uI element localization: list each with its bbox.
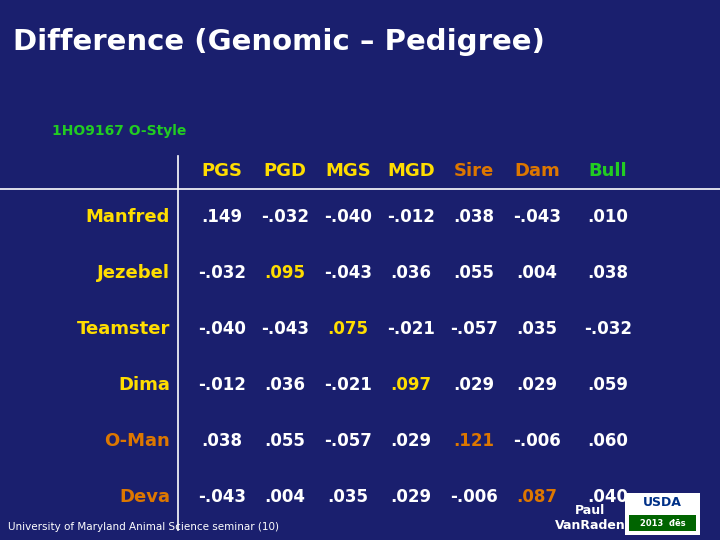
Text: -.032: -.032 — [198, 264, 246, 281]
Text: Deva: Deva — [119, 488, 170, 505]
Text: -.057: -.057 — [324, 431, 372, 450]
Text: 2013  đēs: 2013 đēs — [639, 518, 685, 528]
Text: -.040: -.040 — [198, 320, 246, 338]
Text: -.040: -.040 — [324, 207, 372, 226]
Text: -.043: -.043 — [198, 488, 246, 505]
Text: .038: .038 — [454, 207, 495, 226]
Text: .036: .036 — [390, 264, 431, 281]
Text: .059: .059 — [588, 376, 629, 394]
Text: Dam: Dam — [514, 161, 560, 180]
Text: -.043: -.043 — [513, 207, 561, 226]
Text: .055: .055 — [454, 264, 495, 281]
Text: .029: .029 — [454, 376, 495, 394]
Text: .075: .075 — [328, 320, 369, 338]
Text: -.032: -.032 — [261, 207, 309, 226]
Text: Manfred: Manfred — [86, 207, 170, 226]
Text: -.012: -.012 — [387, 207, 435, 226]
Text: Teamster: Teamster — [76, 320, 170, 338]
Text: MGD: MGD — [387, 161, 435, 180]
Text: .095: .095 — [264, 264, 305, 281]
Text: -.006: -.006 — [513, 431, 561, 450]
Text: .029: .029 — [390, 488, 431, 505]
Text: .010: .010 — [588, 207, 629, 226]
Text: .038: .038 — [588, 264, 629, 281]
Text: University of Maryland Animal Science seminar (10): University of Maryland Animal Science se… — [8, 522, 279, 532]
Text: .097: .097 — [390, 376, 431, 394]
Text: .149: .149 — [202, 207, 243, 226]
Bar — [629, 515, 696, 531]
Text: 1HO9167 O-Style: 1HO9167 O-Style — [52, 124, 186, 138]
Text: .004: .004 — [516, 264, 557, 281]
Text: Paul
VanRaden: Paul VanRaden — [554, 504, 626, 532]
Text: .055: .055 — [264, 431, 305, 450]
Text: -.043: -.043 — [261, 320, 309, 338]
Text: MGS: MGS — [325, 161, 371, 180]
Text: PGD: PGD — [264, 161, 307, 180]
Text: .038: .038 — [202, 431, 243, 450]
Bar — [625, 493, 700, 535]
Text: .004: .004 — [264, 488, 305, 505]
Text: Sire: Sire — [454, 161, 494, 180]
Text: Bull: Bull — [589, 161, 627, 180]
Text: .036: .036 — [264, 376, 305, 394]
Text: -.021: -.021 — [324, 376, 372, 394]
Text: Jezebel: Jezebel — [97, 264, 170, 281]
Text: O-Man: O-Man — [104, 431, 170, 450]
Text: .040: .040 — [588, 488, 629, 505]
Text: .029: .029 — [390, 431, 431, 450]
Text: .029: .029 — [516, 376, 557, 394]
Text: PGS: PGS — [202, 161, 243, 180]
Text: .035: .035 — [328, 488, 369, 505]
Text: -.057: -.057 — [450, 320, 498, 338]
Text: -.043: -.043 — [324, 264, 372, 281]
Text: Difference (Genomic – Pedigree): Difference (Genomic – Pedigree) — [13, 28, 545, 56]
Text: .060: .060 — [588, 431, 629, 450]
Text: -.021: -.021 — [387, 320, 435, 338]
Text: Dima: Dima — [118, 376, 170, 394]
Text: .035: .035 — [516, 320, 557, 338]
Text: .087: .087 — [516, 488, 557, 505]
Text: .121: .121 — [454, 431, 495, 450]
Text: USDA: USDA — [643, 496, 682, 509]
Text: -.012: -.012 — [198, 376, 246, 394]
Text: -.006: -.006 — [450, 488, 498, 505]
Text: -.032: -.032 — [584, 320, 632, 338]
